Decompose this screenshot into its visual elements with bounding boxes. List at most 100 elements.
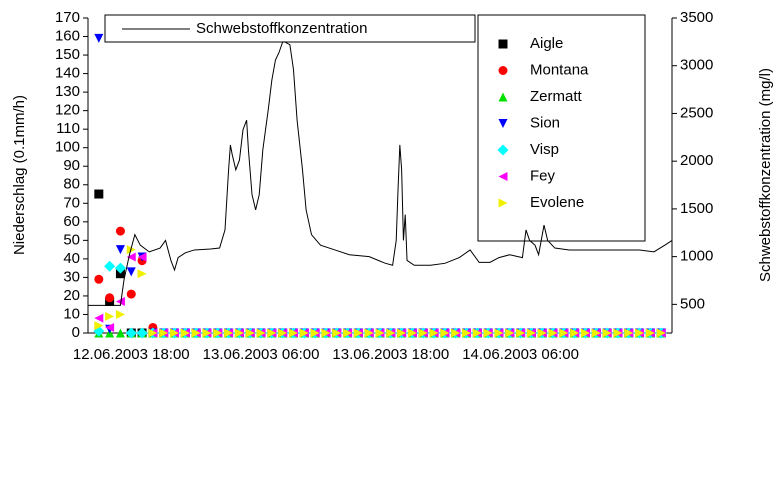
y-tick-label: 170 bbox=[55, 9, 80, 26]
y-tick-label: 110 bbox=[56, 120, 80, 137]
y-tick-label: 50 bbox=[63, 231, 80, 248]
y2-tick-label: 2500 bbox=[680, 104, 713, 121]
legend-label: Fey bbox=[530, 167, 556, 184]
data-point bbox=[343, 328, 353, 338]
legend-label: Aigle bbox=[530, 35, 563, 52]
legend-label: Montana bbox=[530, 61, 589, 78]
data-point bbox=[136, 327, 148, 339]
y-tick-label: 130 bbox=[55, 83, 80, 100]
data-point bbox=[299, 328, 309, 338]
data-point bbox=[462, 328, 472, 338]
data-point bbox=[548, 328, 558, 338]
legend-label: Sion bbox=[530, 114, 560, 131]
data-point bbox=[137, 252, 147, 262]
data-point bbox=[570, 328, 580, 338]
data-point bbox=[472, 328, 482, 338]
x-tick-label: 12.06.2003 18:00 bbox=[73, 346, 190, 363]
y-tick-label: 10 bbox=[63, 305, 80, 322]
data-point bbox=[126, 289, 136, 299]
data-point bbox=[613, 328, 623, 338]
data-point bbox=[94, 313, 104, 323]
legend-marker bbox=[498, 119, 508, 128]
y2-axis-title: Schwebstoffkonzentration (mg/l) bbox=[757, 68, 774, 282]
data-point bbox=[115, 328, 125, 338]
y-tick-label: 60 bbox=[63, 213, 80, 230]
data-point bbox=[202, 328, 212, 338]
legend-marker bbox=[498, 39, 508, 49]
data-point bbox=[310, 328, 320, 338]
data-point bbox=[126, 252, 136, 262]
data-point bbox=[494, 328, 504, 338]
y2-tick-label: 3000 bbox=[680, 57, 713, 74]
data-point bbox=[483, 328, 493, 338]
data-point bbox=[407, 328, 417, 338]
x-tick-label: 13.06.2003 18:00 bbox=[332, 346, 449, 363]
data-point bbox=[159, 328, 169, 338]
y-tick-label: 120 bbox=[55, 102, 80, 119]
y-tick-label: 80 bbox=[63, 176, 80, 193]
y-tick-label: 30 bbox=[63, 268, 80, 285]
y2-tick-label: 3500 bbox=[680, 9, 713, 26]
data-point bbox=[234, 328, 244, 338]
y-tick-label: 40 bbox=[63, 250, 80, 267]
data-point bbox=[125, 327, 137, 339]
data-point bbox=[397, 328, 407, 338]
y2-tick-label: 2000 bbox=[680, 152, 713, 169]
data-point bbox=[115, 245, 125, 255]
data-point bbox=[115, 297, 125, 306]
data-point bbox=[115, 309, 125, 319]
data-point bbox=[224, 328, 234, 338]
data-point bbox=[245, 328, 255, 338]
data-point bbox=[537, 328, 547, 338]
data-point bbox=[180, 328, 190, 338]
data-point bbox=[526, 328, 536, 338]
data-point bbox=[440, 328, 450, 338]
data-point bbox=[104, 260, 116, 272]
legend-label: Schwebstoffkonzentration bbox=[196, 20, 368, 37]
data-point bbox=[516, 328, 526, 338]
legend-label: Visp bbox=[530, 141, 559, 158]
data-point bbox=[375, 328, 385, 338]
y-axis-title: Niederschlag (0.1mm/h) bbox=[11, 95, 28, 255]
data-point bbox=[505, 328, 515, 338]
data-point bbox=[288, 328, 298, 338]
y2-tick-label: 500 bbox=[680, 295, 705, 312]
data-point bbox=[580, 328, 590, 338]
data-point bbox=[559, 328, 569, 338]
y-tick-label: 90 bbox=[63, 157, 80, 174]
data-point bbox=[635, 328, 645, 338]
data-point bbox=[170, 328, 180, 338]
data-point bbox=[105, 322, 115, 332]
data-point bbox=[332, 328, 342, 338]
data-point bbox=[114, 262, 126, 274]
data-point bbox=[105, 293, 115, 303]
data-point bbox=[267, 328, 277, 338]
data-point bbox=[364, 328, 374, 338]
y2-tick-label: 1500 bbox=[680, 200, 713, 217]
legend-label: Zermatt bbox=[530, 88, 583, 105]
data-point bbox=[418, 328, 428, 338]
y-tick-label: 100 bbox=[55, 139, 80, 156]
data-point bbox=[94, 189, 104, 199]
y-tick-label: 150 bbox=[55, 46, 80, 63]
data-point bbox=[602, 328, 612, 338]
data-point bbox=[386, 328, 396, 338]
y-tick-label: 0 bbox=[72, 324, 80, 341]
legend-marker bbox=[498, 92, 508, 102]
data-point bbox=[624, 328, 634, 338]
data-point bbox=[105, 311, 115, 321]
data-point bbox=[137, 269, 147, 279]
y2-tick-label: 1000 bbox=[680, 248, 713, 265]
data-point bbox=[148, 328, 158, 338]
y-tick-label: 70 bbox=[63, 194, 80, 211]
data-point bbox=[321, 328, 331, 338]
legend-label: Evolene bbox=[530, 194, 584, 211]
y-tick-label: 20 bbox=[63, 287, 80, 304]
x-tick-label: 13.06.2003 06:00 bbox=[203, 346, 320, 363]
data-point bbox=[115, 269, 125, 279]
data-point bbox=[213, 328, 223, 338]
data-point bbox=[115, 226, 125, 236]
legend-marker bbox=[498, 172, 508, 181]
data-point bbox=[451, 328, 461, 338]
